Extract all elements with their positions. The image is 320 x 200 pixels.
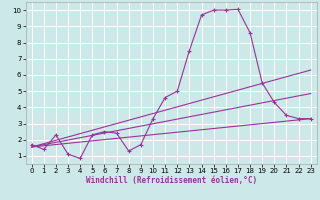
X-axis label: Windchill (Refroidissement éolien,°C): Windchill (Refroidissement éolien,°C) (86, 176, 257, 185)
